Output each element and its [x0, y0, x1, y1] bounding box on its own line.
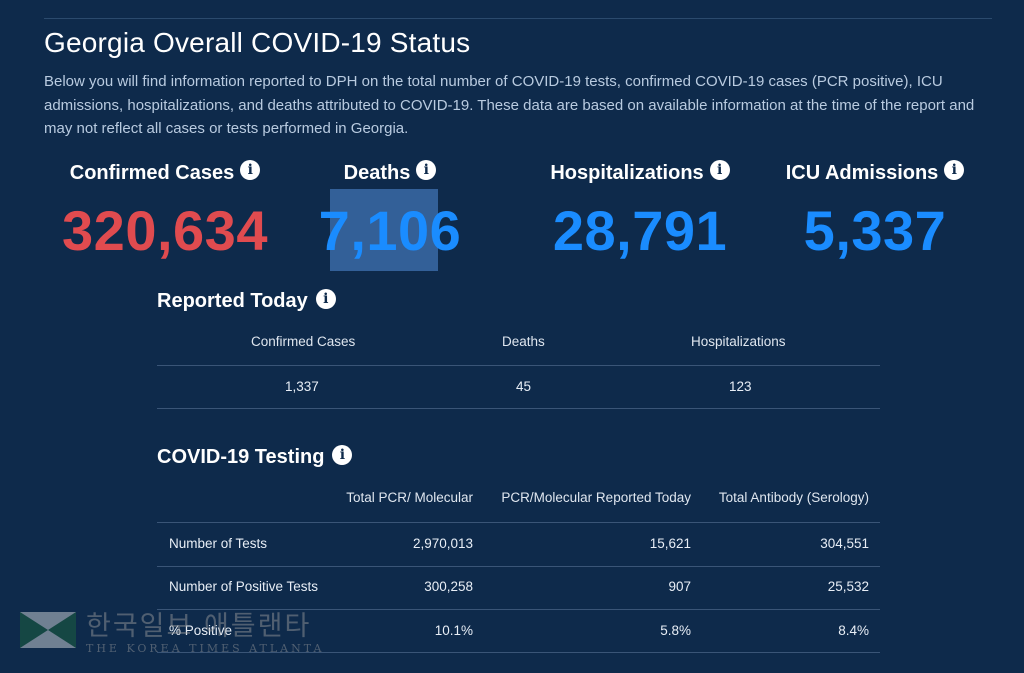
- covid-testing-heading: COVID-19 Testing i: [157, 444, 353, 469]
- page-title: Georgia Overall COVID-19 Status: [44, 27, 471, 58]
- stat-value: 7,106: [318, 199, 462, 262]
- section-title: Reported Today: [157, 290, 308, 312]
- table-cell: 2,970,013: [412, 536, 473, 551]
- table-cell: 907: [668, 579, 691, 594]
- table-cell: 10.1%: [434, 623, 473, 638]
- watermark-korean-text: 한국일보 애틀랜타: [86, 611, 312, 642]
- stat-deaths: Deaths i 7,106: [290, 158, 490, 264]
- reported-today-heading: Reported Today i: [157, 288, 336, 313]
- table-cell: 25,532: [827, 579, 869, 594]
- stat-value: 5,337: [803, 199, 947, 262]
- stat-hospitalizations: Hospitalizations i 28,791: [520, 158, 760, 264]
- table-cell: 304,551: [820, 536, 869, 551]
- stat-label: Confirmed Cases: [69, 161, 235, 184]
- column-header: Total Antibody (Serology): [718, 490, 869, 505]
- info-icon[interactable]: i: [315, 288, 336, 309]
- row-label: % Positive: [169, 623, 233, 638]
- column-header: Confirmed Cases: [251, 334, 356, 349]
- info-icon[interactable]: i: [944, 160, 965, 180]
- table-cell: 15,621: [649, 536, 691, 551]
- info-icon[interactable]: i: [240, 160, 261, 180]
- row-label: Number of Positive Tests: [169, 579, 319, 594]
- row-divider: [157, 652, 880, 653]
- column-header: Deaths: [502, 334, 545, 349]
- table-cell: 300,258: [424, 579, 473, 594]
- table-cell: 1,337: [285, 379, 319, 394]
- text-selection-highlight: [330, 189, 438, 271]
- table-cell: 5.8%: [660, 623, 691, 638]
- info-icon[interactable]: i: [416, 160, 437, 180]
- row-divider: [157, 566, 880, 567]
- column-header: Total PCR/ Molecular: [346, 490, 473, 505]
- korea-times-logo-icon: [20, 612, 76, 648]
- column-header: PCR/Molecular Reported Today: [501, 490, 691, 505]
- intro-text: Below you will find information reported…: [44, 73, 975, 137]
- stat-label: Hospitalizations: [550, 161, 704, 184]
- info-icon[interactable]: i: [709, 160, 730, 180]
- watermark-english-text: THE KOREA TIMES ATLANTA: [86, 642, 325, 655]
- stat-confirmed-cases: Confirmed Cases i 320,634: [40, 158, 290, 264]
- info-icon[interactable]: i: [332, 444, 353, 465]
- row-divider: [157, 365, 880, 366]
- table-cell: 45: [516, 379, 532, 394]
- testing-table: Total PCR/ Molecular PCR/Molecular Repor…: [157, 488, 880, 658]
- stat-label: ICU Admissions: [785, 161, 939, 184]
- row-divider: [157, 522, 880, 523]
- stat-value: 320,634: [62, 199, 268, 262]
- stat-value: 28,791: [552, 199, 728, 262]
- section-title: COVID-19 Testing: [157, 446, 325, 468]
- stat-icu-admissions: ICU Admissions i 5,337: [770, 158, 980, 264]
- table-cell: 8.4%: [838, 623, 869, 638]
- row-divider: [157, 408, 880, 409]
- row-divider: [157, 609, 880, 610]
- watermark: 한국일보 애틀랜타 THE KOREA TIMES ATLANTA: [20, 612, 324, 655]
- table-cell: 123: [729, 379, 752, 394]
- reported-today-table: Confirmed Cases Deaths Hospitalizations …: [157, 330, 880, 410]
- column-header: Hospitalizations: [691, 334, 786, 349]
- stat-label: Deaths: [343, 161, 411, 184]
- row-label: Number of Tests: [169, 536, 268, 551]
- top-divider: [44, 18, 992, 19]
